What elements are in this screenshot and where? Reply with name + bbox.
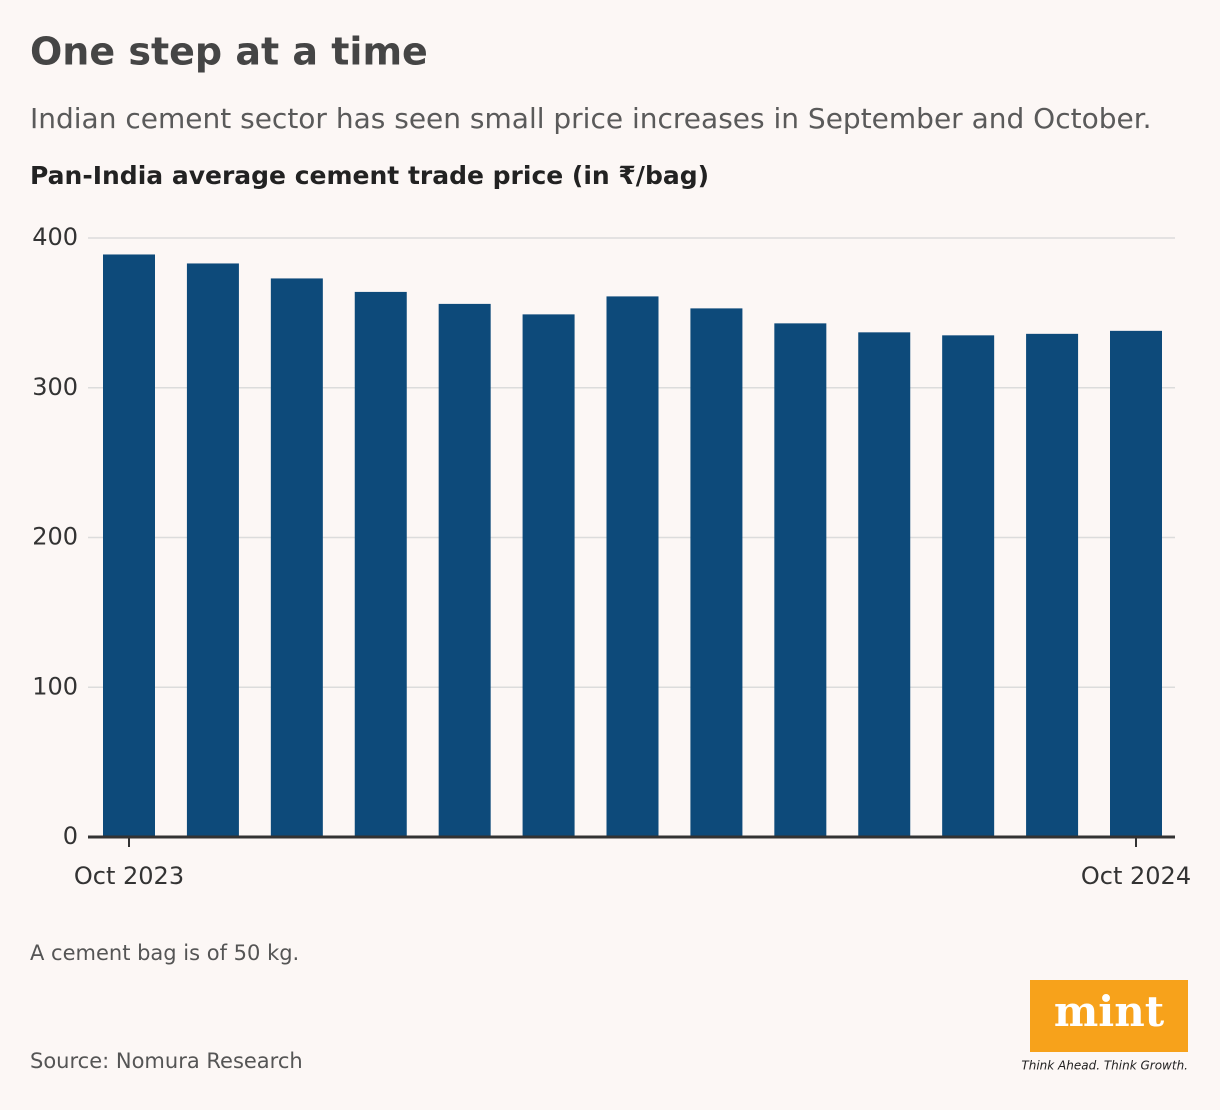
bar bbox=[1110, 330, 1162, 837]
bar bbox=[858, 332, 911, 837]
bar bbox=[1026, 333, 1079, 837]
bar bbox=[522, 314, 575, 837]
logo-tagline: Think Ahead. Think Growth. bbox=[1021, 1059, 1188, 1073]
bar bbox=[438, 303, 491, 837]
axis-title: Pan-India average cement trade price (in… bbox=[30, 161, 709, 190]
y-tick-label: 400 bbox=[32, 223, 78, 251]
logo-box bbox=[1030, 980, 1188, 1052]
bar bbox=[103, 254, 155, 837]
chart-subtitle: Indian cement sector has seen small pric… bbox=[30, 102, 1152, 135]
bar bbox=[774, 323, 827, 837]
bar bbox=[690, 308, 743, 837]
bar bbox=[606, 296, 659, 838]
bar bbox=[270, 278, 323, 837]
logo-name: mint bbox=[1054, 987, 1165, 1036]
y-tick-label: 100 bbox=[32, 672, 78, 700]
x-tick-label: Oct 2024 bbox=[1081, 862, 1191, 890]
bar bbox=[942, 335, 995, 837]
chart-title: One step at a time bbox=[30, 30, 428, 74]
note: A cement bag is of 50 kg. bbox=[30, 941, 299, 965]
y-tick-label: 200 bbox=[32, 523, 78, 551]
x-tick-label: Oct 2023 bbox=[74, 862, 184, 890]
y-tick-label: 300 bbox=[32, 373, 78, 401]
source: Source: Nomura Research bbox=[30, 1049, 303, 1073]
bar bbox=[354, 291, 407, 837]
y-tick-label: 0 bbox=[63, 822, 78, 850]
bar bbox=[186, 263, 239, 837]
